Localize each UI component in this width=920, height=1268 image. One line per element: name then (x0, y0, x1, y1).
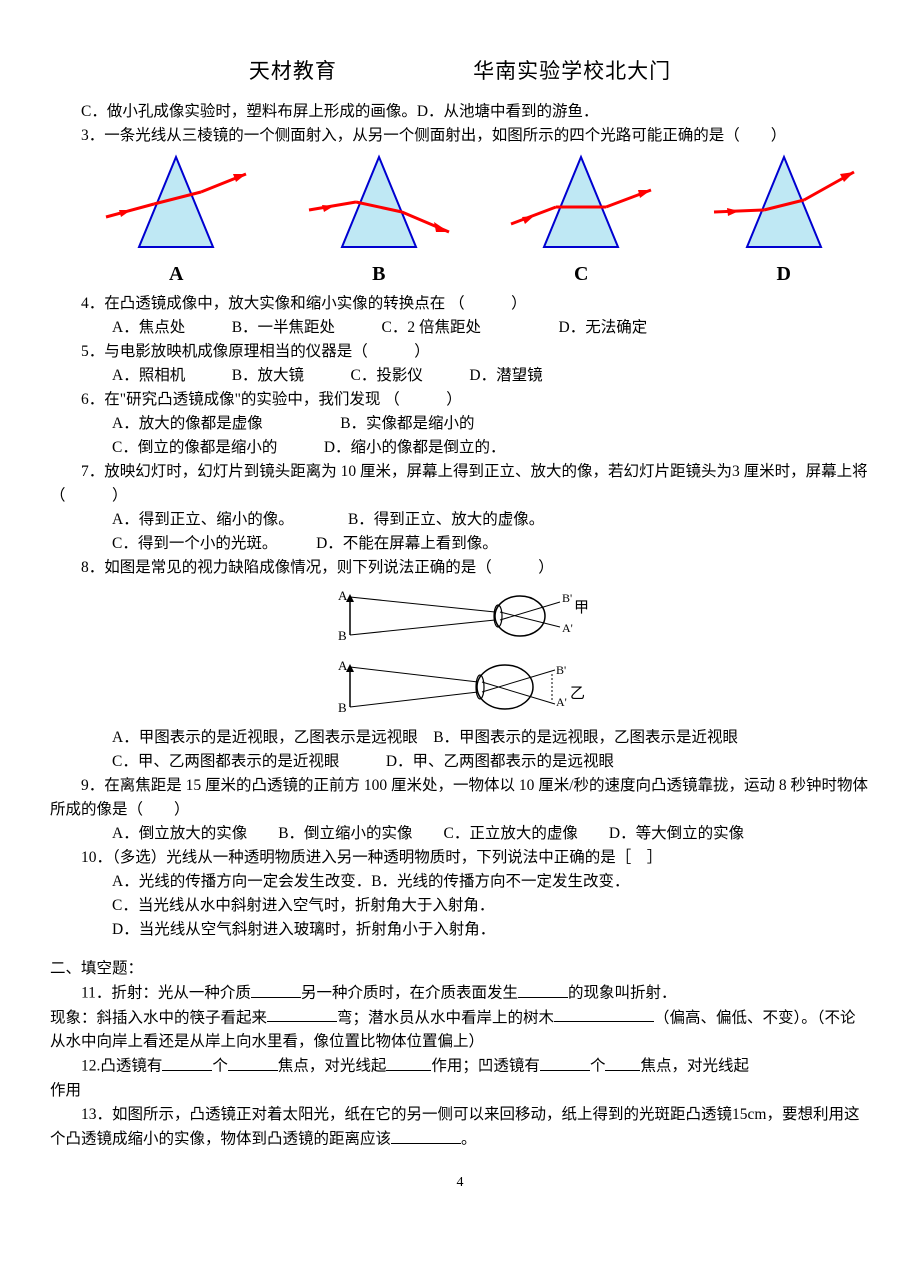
q4-opts: A．焦点处 B．一半焦距处 C．2 倍焦距处 D．无法确定 (50, 316, 870, 340)
section2-title: 二、填空题： (50, 957, 870, 981)
eye-label-ap2: A' (556, 695, 567, 709)
prism-d-svg (709, 152, 859, 257)
eye-label-bp1: B' (562, 591, 572, 605)
q3-stem: 3．一条光线从三棱镜的一个侧面射入，从另一个侧面射出，如图所示的四个光路可能正确… (50, 124, 870, 148)
q12-a: 12.凸透镜有 (81, 1058, 162, 1075)
blank (605, 1054, 640, 1071)
eye-yi-svg: A B B' A' 乙 (330, 652, 590, 724)
q12-b: 个 (212, 1058, 228, 1075)
eye-diagrams: A B B' A' 甲 A B B' A' 乙 (50, 582, 870, 724)
q10-c: D．当光线从空气斜射进入玻璃时，折射角小于入射角． (50, 918, 870, 942)
q9-opts: A．倒立放大的实像 B．倒立缩小的实像 C．正立放大的虚像 D．等大倒立的实像 (50, 822, 870, 846)
q7-stem: 7．放映幻灯时，幻灯片到镜头距离为 10 厘米，屏幕上得到正立、放大的像，若幻灯… (50, 460, 870, 508)
prism-b-label: B (304, 259, 454, 290)
blank (386, 1054, 431, 1071)
q6-opts-b: C．倒立的像都是缩小的 D．缩小的像都是倒立的． (50, 436, 870, 460)
eye-label-yi: 乙 (570, 686, 585, 702)
q12-c: 焦点，对光线起 (278, 1058, 387, 1075)
eye-label-b: B (338, 628, 347, 643)
eye-label-jia: 甲 (574, 600, 589, 616)
q10-stem: 10．（多选）光线从一种透明物质进入另一种透明物质时，下列说法中正确的是［ ］ (50, 846, 870, 870)
eye-label-a: A (338, 588, 348, 603)
prism-a: A (101, 152, 251, 290)
q7-opts-b: C．得到一个小的光斑。 D．不能在屏幕上看到像。 (50, 532, 870, 556)
q12-d: 作用；凹透镜有 (431, 1058, 540, 1075)
q7-opts-a: A．得到正立、缩小的像。 B．得到正立、放大的虚像。 (50, 508, 870, 532)
blank (391, 1127, 461, 1144)
spacer (50, 942, 870, 958)
eye-label-ap1: A' (562, 621, 573, 635)
q4-stem: 4．在凸透镜成像中，放大实像和缩小实像的转换点在 （ ） (50, 292, 870, 316)
blank (540, 1054, 590, 1071)
prism-b: B (304, 152, 454, 290)
blank (228, 1054, 278, 1071)
eye-label-bp2: B' (556, 663, 566, 677)
prism-b-svg (304, 152, 454, 257)
q11-c: 的现象叫折射． (568, 985, 677, 1002)
q9-stem: 9．在离焦距是 15 厘米的凸透镜的正前方 100 厘米处，一物体以 10 厘米… (50, 774, 870, 822)
blank (554, 1006, 654, 1023)
eye-jia-svg: A B B' A' 甲 (330, 582, 590, 650)
q12-e: 个 (590, 1058, 606, 1075)
eye-label-b2: B (338, 700, 347, 715)
header-right: 华南实验学校北大门 (473, 55, 671, 88)
blank (251, 981, 301, 998)
q10-a: A．光线的传播方向一定会发生改变．B．光线的传播方向不一定发生改变． (50, 870, 870, 894)
q11-line2: 现象：斜插入水中的筷子看起来弯；潜水员从水中看岸上的树木（偏高、偏低、不变）。（… (50, 1006, 870, 1055)
q11-line1: 11．折射：光从一种介质 另一种介质时，在介质表面发生 的现象叫折射． (50, 981, 870, 1006)
q12-f: 焦点，对光线起 (640, 1058, 749, 1075)
prism-d-label: D (709, 259, 859, 290)
q13-b: 。 (461, 1131, 477, 1148)
prism-c: C (506, 152, 656, 290)
q8-stem: 8．如图是常见的视力缺陷成像情况，则下列说法正确的是（ ） (50, 556, 870, 580)
q10-b: C．当光线从水中斜射进入空气时，折射角大于入射角． (50, 894, 870, 918)
header-left: 天材教育 (249, 55, 337, 88)
q12-line: 12.凸透镜有 个 焦点，对光线起 作用；凹透镜有 个 焦点，对光线起作用 (50, 1054, 870, 1103)
page-header: 天材教育 华南实验学校北大门 (50, 55, 870, 88)
q11-b: 另一种介质时，在介质表面发生 (301, 985, 518, 1002)
q11-d: 现象：斜插入水中的筷子看起来 (50, 1009, 267, 1026)
q8-opts-b: C．甲、乙两图都表示的是近视眼 D．甲、乙两图都表示的是远视眼 (50, 750, 870, 774)
blank (267, 1006, 337, 1023)
q12-g: 作用 (50, 1082, 81, 1099)
prism-d: D (709, 152, 859, 290)
q6-stem: 6．在"研究凸透镜成像"的实验中，我们发现 （ ） (50, 388, 870, 412)
prism-diagrams: A B C D (90, 152, 870, 290)
q11-e: 弯；潜水员从水中看岸上的树木 (337, 1009, 554, 1026)
prism-c-label: C (506, 259, 656, 290)
q8-opts-a: A．甲图表示的是近视眼，乙图表示是远视眼 B．甲图表示的是远视眼，乙图表示是近视… (50, 726, 870, 750)
prism-c-svg (506, 152, 656, 257)
q5-stem: 5．与电影放映机成像原理相当的仪器是（ ） (50, 340, 870, 364)
q5-opts: A．照相机 B．放大镜 C．投影仪 D．潜望镜 (50, 364, 870, 388)
q13-line: 13．如图所示，凸透镜正对着太阳光，纸在它的另一侧可以来回移动，纸上得到的光斑距… (50, 1103, 870, 1152)
prism-a-svg (101, 152, 251, 257)
blank (518, 981, 568, 998)
q11-a: 11．折射：光从一种介质 (81, 985, 251, 1002)
q6-opts-a: A．放大的像都是虚像 B．实像都是缩小的 (50, 412, 870, 436)
blank (162, 1054, 212, 1071)
prism-a-label: A (101, 259, 251, 290)
page-number: 4 (50, 1172, 870, 1194)
eye-label-a2: A (338, 658, 348, 673)
q2-options-cd: C．做小孔成像实验时，塑料布屏上形成的画像。D．从池塘中看到的游鱼． (50, 100, 870, 124)
